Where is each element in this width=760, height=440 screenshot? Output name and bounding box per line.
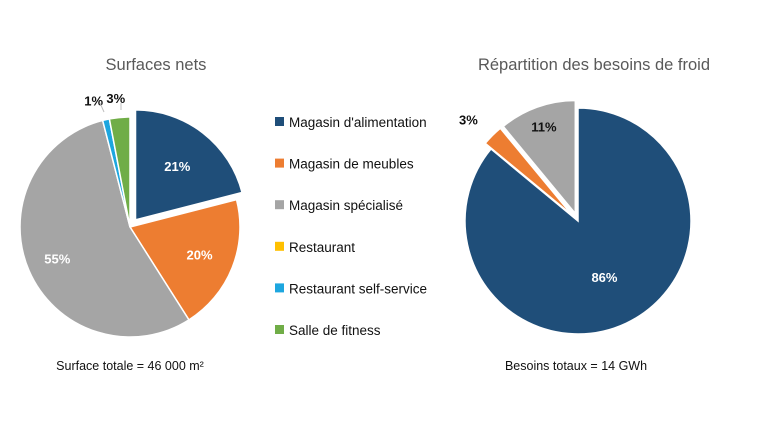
slice-label-magasin-de-meubles: 20% xyxy=(187,248,213,263)
pie-slice-magasin-de-meubles xyxy=(128,198,241,321)
legend-item-restaurant-self-service: Restaurant self-service xyxy=(289,281,427,296)
legend-item-magasin-specialise: Magasin spécialisé xyxy=(289,198,403,213)
slice-label-restaurant-self-service: 1% xyxy=(84,93,103,108)
legend-item-magasin-d-alimentation: Magasin d'alimentation xyxy=(289,115,427,130)
chart-surfaces: Surfaces nets 21% 20% 55% 1% 3% Surface tota… xyxy=(19,56,243,373)
legend-swatch-restaurant xyxy=(275,241,284,251)
pie-slice-magasin-de-meubles xyxy=(484,127,573,216)
legend-item-salle-de-fitness: Salle de fitness xyxy=(289,323,381,338)
chart-footnote: Surface totale = 46 000 m² xyxy=(56,359,204,373)
legend-item-restaurant: Restaurant xyxy=(289,240,355,255)
leader-line xyxy=(99,102,105,113)
legend-swatch-restaurant-self-service xyxy=(275,283,284,293)
pie-besoins-froid: 86% 3% 11% xyxy=(459,99,692,335)
legend-swatch-magasin-specialise xyxy=(275,200,284,210)
legend-swatch-magasin-de-meubles xyxy=(275,158,284,168)
pie-slice-magasin-specialise xyxy=(502,99,577,216)
slice-label-magasin-de-meubles: 3% xyxy=(459,112,478,127)
legend: Magasin d'alimentation Magasin de meubles… xyxy=(275,115,427,338)
chart-footnote: Besoins totaux = 14 GWh xyxy=(505,359,647,373)
legend-swatch-magasin-d-alimentation xyxy=(275,117,284,126)
chart-besoins-froid: Répartition des besoins de froid 86% 3% 11… xyxy=(459,56,710,373)
pie-slice-magasin-d-alimentation xyxy=(464,107,692,335)
legend-swatch-salle-de-fitness xyxy=(275,325,284,334)
pie-slice-magasin-d-alimentation xyxy=(134,109,243,221)
pie-slice-magasin-specialise xyxy=(19,119,190,338)
pie-surfaces: 21% 20% 55% 1% 3% xyxy=(19,91,243,338)
slice-label-magasin-d-alimentation: 86% xyxy=(591,270,617,285)
slice-label-magasin-specialise: 55% xyxy=(44,251,70,266)
legend-item-magasin-de-meubles: Magasin de meubles xyxy=(289,157,414,172)
slice-label-salle-de-fitness: 3% xyxy=(106,91,125,106)
slice-label-magasin-d-alimentation: 21% xyxy=(164,159,190,174)
chart-title: Répartition des besoins de froid xyxy=(478,56,710,74)
pie-slice-salle-de-fitness xyxy=(108,116,131,228)
slice-label-magasin-specialise: 11% xyxy=(531,119,557,134)
chart-title: Surfaces nets xyxy=(106,56,207,74)
